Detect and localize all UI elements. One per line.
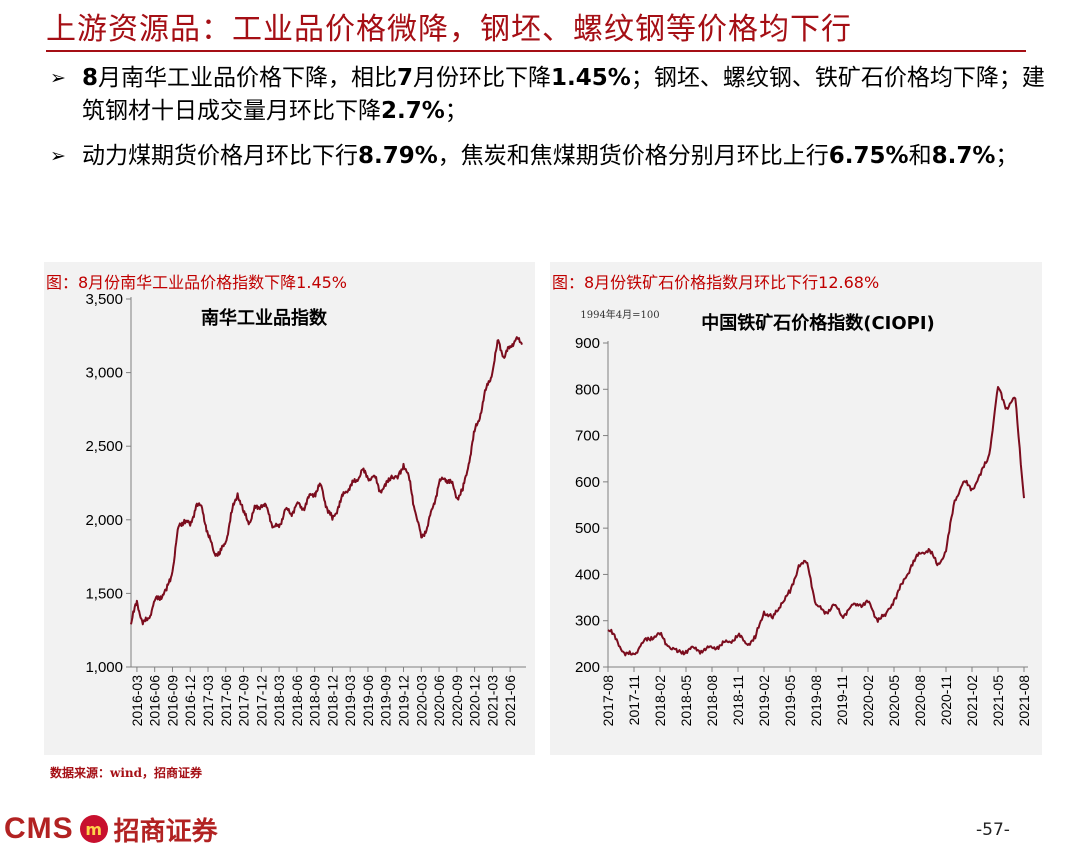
bullet-text: ； bbox=[444, 98, 468, 124]
page-number: -57- bbox=[976, 820, 1010, 840]
logo-text: CMS bbox=[4, 812, 74, 845]
chart-caption: 图：8月份南华工业品价格指数下降1.45% bbox=[46, 273, 348, 292]
data-source: 数据来源：wind，招商证券 bbox=[50, 766, 203, 780]
iron-ore-index-chart-panel: 200 300 400 500 600 700 800 900 2017-08 2017-11 20… bbox=[550, 262, 1042, 755]
bullet-number: 8.79% bbox=[358, 143, 438, 169]
x-tick-label: 2019-11 bbox=[834, 675, 850, 726]
bullet-number: 8 bbox=[82, 65, 99, 91]
x-tick-label: 2017-09 bbox=[236, 675, 252, 727]
x-tick-label: 2019-06 bbox=[360, 675, 376, 727]
x-tick-label: 2017-12 bbox=[253, 675, 269, 727]
bullet-text: ，焦炭和焦煤期货价格分别月环比上行 bbox=[437, 143, 829, 169]
y-tick-label: 3,000 bbox=[85, 365, 123, 382]
chart-note: 1994年4月=100 bbox=[580, 308, 659, 321]
bullet-text: ； bbox=[995, 143, 1019, 169]
logo-company-name: 招商证券 bbox=[113, 816, 218, 847]
x-tick-label: 2020-06 bbox=[431, 675, 447, 727]
x-tick-label: 2016-12 bbox=[182, 675, 198, 727]
x-tick-label: 2020-02 bbox=[860, 675, 876, 727]
x-tick-label: 2021-02 bbox=[964, 675, 980, 727]
chart-title: 南华工业品指数 bbox=[201, 307, 328, 329]
y-tick-label: 1,500 bbox=[85, 585, 123, 602]
arrow-bullet-icon: ➢ bbox=[50, 145, 66, 167]
x-tick-label: 2019-02 bbox=[756, 675, 772, 727]
y-tick-label: 200 bbox=[575, 659, 600, 676]
y-tick-label: 2,000 bbox=[85, 512, 123, 529]
x-tick-label: 2017-03 bbox=[200, 675, 216, 727]
bullet-number: 1.45% bbox=[551, 65, 631, 91]
y-tick-label: 700 bbox=[575, 428, 600, 445]
x-tick-label: 2020-08 bbox=[912, 675, 928, 727]
page-title: 上游资源品：工业品价格微降，钢坯、螺纹钢等价格均下行 bbox=[46, 12, 852, 47]
bullet-number: 2.7% bbox=[381, 98, 445, 124]
x-tick-label: 2016-09 bbox=[164, 675, 180, 727]
x-tick-label: 2020-11 bbox=[938, 675, 954, 726]
bullet-text: 动力煤期货价格月环比下行 bbox=[82, 143, 358, 169]
x-tick-label: 2019-09 bbox=[378, 675, 394, 727]
cms-logo: CMS m 招商证券 bbox=[4, 812, 218, 847]
x-tick-label: 2018-03 bbox=[271, 675, 287, 727]
chart-title: 中国铁矿石价格指数(CIOPI) bbox=[701, 312, 935, 334]
title-divider bbox=[46, 50, 1026, 52]
x-tick-label: 2019-08 bbox=[808, 675, 824, 727]
x-tick-label: 2017-08 bbox=[600, 675, 616, 727]
x-tick-label: 2020-09 bbox=[449, 675, 465, 727]
y-tick-label: 500 bbox=[575, 520, 600, 537]
x-tick-label: 2020-05 bbox=[886, 675, 902, 727]
bullet-text: 月份环比下降 bbox=[413, 65, 552, 91]
arrow-bullet-icon: ➢ bbox=[50, 67, 66, 89]
x-tick-label: 2021-06 bbox=[502, 675, 518, 727]
x-tick-label: 2018-09 bbox=[307, 675, 323, 727]
bullet-text: ；钢坯、螺纹钢、铁矿石价格均下降；建筑钢材十日成交量月环比下降 bbox=[82, 65, 1045, 124]
y-tick-label: 800 bbox=[575, 381, 600, 398]
x-tick-label: 2019-12 bbox=[396, 675, 412, 727]
bullet-number: 6.75% bbox=[828, 143, 909, 169]
nanhua-index-chart-panel: 1,000 1,500 2,000 2,500 3,000 3,500 2016-03 201… bbox=[44, 262, 535, 755]
x-tick-label: 2018-05 bbox=[678, 675, 694, 727]
cms-logo-icon: m bbox=[79, 815, 108, 843]
y-tick-label: 3,500 bbox=[85, 291, 123, 308]
x-tick-label: 2018-08 bbox=[704, 675, 720, 727]
series-line bbox=[130, 336, 523, 626]
bullet-number: 8.7% bbox=[931, 143, 996, 169]
bullet-list: ➢ 8月南华工业品价格下降，相比7月份环比下降1.45%；钢坯、螺纹钢、铁矿石价… bbox=[50, 62, 1050, 185]
bullet-text: 月南华工业品价格下降，相比 bbox=[98, 65, 398, 91]
x-tick-label: 2016-03 bbox=[129, 675, 145, 727]
x-tick-label: 2017-06 bbox=[218, 675, 234, 727]
series-line bbox=[607, 386, 1025, 657]
y-tick-label: 300 bbox=[575, 613, 600, 630]
x-tick-label: 2018-12 bbox=[324, 675, 340, 727]
ciopi-chart: 200 300 400 500 600 700 800 900 2017-08 2017-11 20… bbox=[575, 308, 1032, 727]
x-tick-label: 2019-03 bbox=[342, 675, 358, 727]
y-tick-label: 600 bbox=[575, 474, 600, 491]
x-tick-label: 2020-03 bbox=[413, 675, 429, 727]
x-tick-label: 2019-05 bbox=[782, 675, 798, 727]
bullet-item: ➢ 动力煤期货价格月环比下行8.79%，焦炭和焦煤期货价格分别月环比上行6.75… bbox=[50, 140, 1050, 173]
x-tick-label: 2018-06 bbox=[289, 675, 305, 727]
y-tick-label: 900 bbox=[575, 335, 600, 352]
bullet-number: 7 bbox=[397, 65, 414, 91]
bullet-item: ➢ 8月南华工业品价格下降，相比7月份环比下降1.45%；钢坯、螺纹钢、铁矿石价… bbox=[50, 62, 1050, 128]
x-tick-label: 2018-02 bbox=[652, 675, 668, 727]
x-tick-label: 2021-05 bbox=[990, 675, 1006, 727]
y-tick-label: 1,000 bbox=[85, 659, 123, 676]
bullet-text: 和 bbox=[908, 143, 932, 169]
x-tick-label: 2021-03 bbox=[484, 675, 500, 727]
x-tick-label: 2017-11 bbox=[626, 675, 642, 726]
x-tick-label: 2018-11 bbox=[730, 675, 746, 726]
x-tick-label: 2016-06 bbox=[147, 675, 163, 727]
chart-caption: 图：8月份铁矿石价格指数月环比下行12.68% bbox=[552, 273, 880, 292]
y-tick-label: 400 bbox=[575, 566, 600, 583]
x-tick-label: 2021-08 bbox=[1016, 675, 1032, 727]
x-tick-label: 2020-12 bbox=[467, 675, 483, 727]
y-tick-label: 2,500 bbox=[85, 438, 123, 455]
